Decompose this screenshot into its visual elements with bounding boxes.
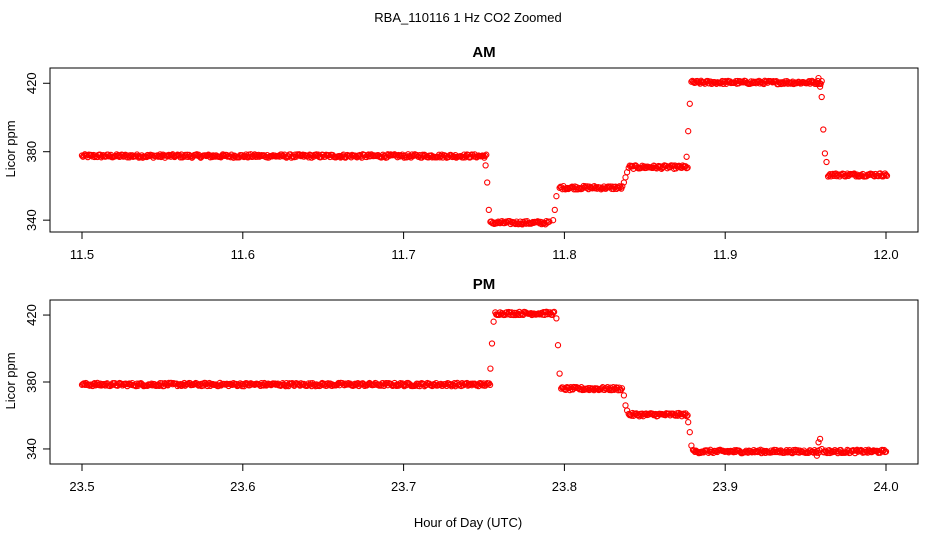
pm-axes: 23.5 23.6 23.7 23.8 23.9 24.0 340 380 420 xyxy=(24,304,899,494)
am-x-tick-label: 11.9 xyxy=(713,247,737,262)
am-data-point xyxy=(295,151,303,158)
figure-title: RBA_110116 1 Hz CO2 Zoomed xyxy=(374,10,561,25)
am-data-point xyxy=(622,174,629,181)
am-panel: AM Licor ppm 11.5 11.6 11.7 11.8 11.9 12.0 340… xyxy=(3,44,919,262)
pm-data-point xyxy=(550,308,558,316)
am-data-point xyxy=(820,126,827,133)
pm-data-point xyxy=(622,402,629,409)
am-plot-frame xyxy=(49,67,919,233)
pm-data-point xyxy=(556,370,563,377)
pm-x-tick-label: 23.8 xyxy=(552,479,577,494)
am-y-tick-label: 380 xyxy=(24,141,39,163)
am-points xyxy=(78,74,891,228)
am-y-axis-label: Licor ppm xyxy=(3,120,18,177)
am-data-point xyxy=(818,93,825,101)
am-data-point xyxy=(623,169,631,176)
pm-points xyxy=(78,308,890,459)
am-data-point xyxy=(549,217,557,224)
am-axes: 11.5 11.6 11.7 11.8 11.9 12.0 340 380 420 xyxy=(24,72,899,262)
am-data-point xyxy=(815,74,822,82)
pm-data-point xyxy=(487,365,494,372)
am-x-tick-label: 11.7 xyxy=(391,247,415,262)
pm-data-point xyxy=(623,407,631,414)
pm-data-point xyxy=(490,318,497,325)
am-data-point xyxy=(684,164,691,171)
pm-data-point xyxy=(488,340,496,347)
am-data-point xyxy=(686,100,693,107)
pm-y-tick-label: 380 xyxy=(24,371,39,393)
pm-data-point xyxy=(816,435,824,443)
am-data-point xyxy=(483,151,490,158)
pm-data-point xyxy=(882,448,890,455)
pm-x-tick-label: 23.5 xyxy=(69,479,94,494)
am-data-point xyxy=(485,206,492,214)
pm-data-point xyxy=(688,442,695,449)
pm-x-tick-label: 24.0 xyxy=(873,479,898,494)
pm-data-point xyxy=(683,412,690,420)
am-x-tick-label: 12.0 xyxy=(873,247,898,262)
pm-panel: PM Licor ppm 23.5 23.6 23.7 23.8 23.9 24.0 340… xyxy=(3,276,919,494)
am-y-tick-label: 340 xyxy=(24,209,39,231)
am-data-point xyxy=(553,193,560,200)
am-y-tick-label: 420 xyxy=(24,72,39,94)
pm-y-tick-label: 420 xyxy=(24,304,39,326)
am-data-point xyxy=(619,183,626,190)
pm-panel-title: PM xyxy=(473,276,496,293)
am-data-point xyxy=(484,179,491,186)
am-data-point xyxy=(823,158,830,166)
am-data-point xyxy=(551,206,558,214)
x-axis-title: Hour of Day (UTC) xyxy=(414,515,522,530)
am-data-point xyxy=(683,153,690,160)
am-data-point xyxy=(482,152,489,159)
pm-y-axis-label: Licor ppm xyxy=(3,352,18,409)
am-data-point xyxy=(821,150,829,157)
am-data-point xyxy=(685,128,692,135)
pm-data-point xyxy=(684,412,691,419)
am-x-tick-label: 11.8 xyxy=(552,247,576,262)
pm-data-point xyxy=(813,452,821,459)
pm-data-point xyxy=(554,342,562,349)
pm-x-tick-label: 23.9 xyxy=(713,479,738,494)
pm-data-point xyxy=(620,392,628,399)
am-data-point xyxy=(816,83,824,90)
pm-data-point xyxy=(815,439,822,446)
am-data-point xyxy=(546,218,553,225)
pm-data-point xyxy=(486,381,494,389)
pm-data-point xyxy=(686,429,693,436)
pm-data-point xyxy=(618,385,626,392)
am-data-point xyxy=(482,162,489,169)
pm-data-point xyxy=(818,445,825,453)
pm-data-point xyxy=(553,315,560,322)
pm-y-tick-label: 340 xyxy=(24,438,39,460)
am-data-point xyxy=(177,154,184,161)
am-x-tick-label: 11.6 xyxy=(231,247,255,262)
pm-x-tick-label: 23.7 xyxy=(391,479,416,494)
am-data-point xyxy=(882,171,890,179)
am-data-point xyxy=(883,172,891,179)
pm-x-tick-label: 23.6 xyxy=(230,479,255,494)
am-x-tick-label: 11.5 xyxy=(70,247,94,262)
am-panel-title: AM xyxy=(472,44,495,61)
pm-data-point xyxy=(685,419,692,426)
am-data-point xyxy=(817,80,824,88)
